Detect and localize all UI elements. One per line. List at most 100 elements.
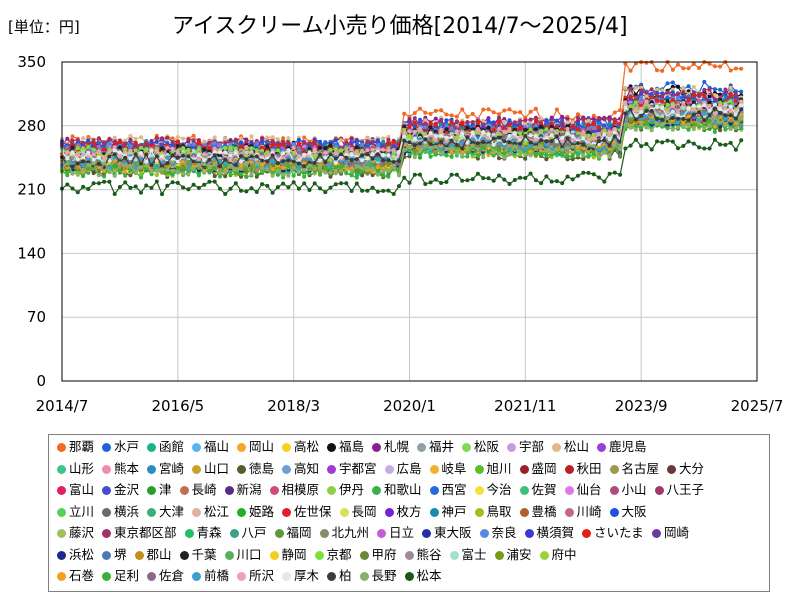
data-point [491,110,496,115]
data-point [528,109,533,114]
data-point [381,136,386,141]
data-point [123,138,128,143]
data-point [533,106,538,111]
data-point [686,84,691,89]
data-point [707,61,712,66]
data-point [418,106,422,111]
data-point [554,107,559,112]
data-point [502,117,507,121]
data-point [181,136,186,141]
series-line [61,86,742,150]
data-point [728,85,733,90]
data-point [212,135,217,140]
data-point [286,136,291,141]
data-point [681,66,686,71]
data-point [191,133,196,138]
data-point [454,114,459,119]
data-point [412,111,417,115]
data-point [607,115,612,120]
data-point [544,157,549,162]
data-point [712,64,717,69]
data-point [633,85,638,90]
data-point [712,93,717,98]
data-point [686,66,691,71]
data-point [70,134,75,139]
data-point [275,137,280,142]
data-point [733,66,738,71]
data-point [655,87,659,92]
data-point [576,112,580,117]
data-point [65,136,70,141]
data-point [323,140,328,145]
data-point [486,107,491,112]
data-point [112,135,117,140]
data-point [433,108,438,113]
data-point [586,118,591,123]
data-point [128,133,133,138]
data-point [549,115,554,120]
data-point [644,94,649,98]
data-point [702,79,707,84]
data-point [660,88,665,93]
chart-series-lines [60,60,744,197]
data-point [465,114,470,119]
data-point [507,107,512,112]
data-point [644,60,649,65]
data-point [439,108,444,113]
data-point [565,117,570,122]
data-point [497,156,501,161]
data-point [202,139,207,144]
data-point [665,81,670,86]
data-point [570,120,575,124]
data-point [170,136,175,141]
data-point [512,110,517,115]
data-point [460,107,465,112]
data-point [523,121,528,126]
data-point [339,138,344,143]
data-point [281,136,286,141]
data-point [628,68,633,73]
data-point [523,156,528,161]
data-point [633,92,638,97]
data-point [560,114,565,119]
data-point [539,116,544,121]
data-point [681,85,686,90]
data-point [728,68,733,73]
data-point [691,62,696,66]
data-point [239,136,243,141]
data-point [486,116,491,121]
data-point [402,111,407,116]
data-point [270,135,275,140]
data-point [260,136,265,141]
data-point [470,111,475,116]
data-point [481,118,486,123]
data-point [349,136,354,141]
data-point [139,135,143,140]
data-point [623,61,628,66]
data-point [518,110,523,115]
data-point [423,110,428,115]
data-point [212,174,217,179]
data-point [718,128,723,133]
data-point [718,64,723,69]
data-point [670,67,675,72]
data-point [639,85,644,90]
data-point [739,66,744,71]
data-point [676,62,680,67]
data-point [175,135,180,140]
data-point [502,119,507,124]
data-point [591,113,596,118]
data-point [565,120,570,125]
data-point [591,117,596,122]
data-point [655,68,659,73]
data-point [133,136,138,141]
data-point [612,110,617,115]
data-point [718,87,723,92]
data-point [370,173,375,178]
data-point [497,112,501,117]
data-point [249,134,254,139]
data-point [502,108,507,113]
data-point [407,117,412,122]
data-point [365,136,370,141]
